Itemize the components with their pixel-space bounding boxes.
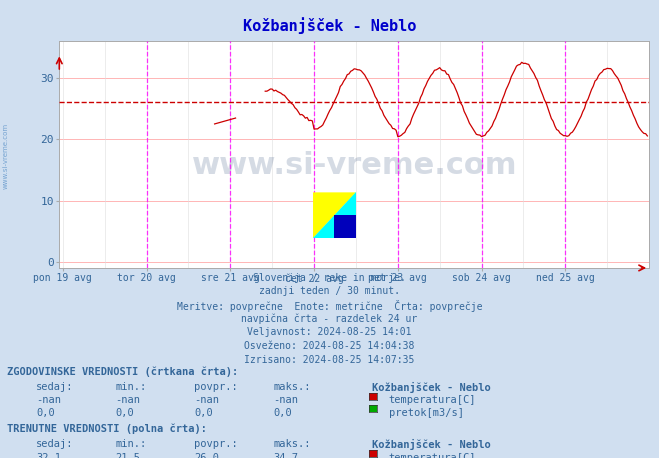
Polygon shape [313, 192, 356, 238]
Polygon shape [335, 215, 356, 238]
Text: Kožbanjšček - Neblo: Kožbanjšček - Neblo [372, 439, 491, 450]
Text: -nan: -nan [194, 395, 219, 405]
Text: 0,0: 0,0 [36, 408, 55, 418]
Text: Veljavnost: 2024-08-25 14:01: Veljavnost: 2024-08-25 14:01 [247, 327, 412, 338]
Text: min.:: min.: [115, 439, 146, 449]
Text: povpr.:: povpr.: [194, 439, 238, 449]
Text: TRENUTNE VREDNOSTI (polna črta):: TRENUTNE VREDNOSTI (polna črta): [7, 424, 206, 434]
Text: sedaj:: sedaj: [36, 382, 74, 392]
Text: navpična črta - razdelek 24 ur: navpična črta - razdelek 24 ur [241, 314, 418, 324]
Text: Izrisano: 2024-08-25 14:07:35: Izrisano: 2024-08-25 14:07:35 [244, 355, 415, 365]
Text: www.si-vreme.com: www.si-vreme.com [192, 152, 517, 180]
Polygon shape [313, 192, 356, 238]
Text: 0,0: 0,0 [115, 408, 134, 418]
Text: temperatura[C]: temperatura[C] [389, 395, 476, 405]
Text: 0,0: 0,0 [273, 408, 292, 418]
Text: sedaj:: sedaj: [36, 439, 74, 449]
Text: zadnji teden / 30 minut.: zadnji teden / 30 minut. [259, 286, 400, 296]
Text: 32,1: 32,1 [36, 453, 61, 458]
Text: ZGODOVINSKE VREDNOSTI (črtkana črta):: ZGODOVINSKE VREDNOSTI (črtkana črta): [7, 366, 238, 377]
Text: 34,7: 34,7 [273, 453, 299, 458]
Text: 26,0: 26,0 [194, 453, 219, 458]
Text: povpr.:: povpr.: [194, 382, 238, 392]
Text: temperatura[C]: temperatura[C] [389, 453, 476, 458]
Text: 0,0: 0,0 [194, 408, 213, 418]
Text: www.si-vreme.com: www.si-vreme.com [2, 123, 9, 189]
Text: -nan: -nan [36, 395, 61, 405]
Text: -nan: -nan [273, 395, 299, 405]
Text: Kožbanjšček - Neblo: Kožbanjšček - Neblo [243, 17, 416, 34]
Text: -nan: -nan [115, 395, 140, 405]
Text: 21,5: 21,5 [115, 453, 140, 458]
Text: Meritve: povprečne  Enote: metrične  Črta: povprečje: Meritve: povprečne Enote: metrične Črta:… [177, 300, 482, 312]
Text: Kožbanjšček - Neblo: Kožbanjšček - Neblo [372, 382, 491, 393]
Text: maks.:: maks.: [273, 439, 311, 449]
Text: Osveženo: 2024-08-25 14:04:38: Osveženo: 2024-08-25 14:04:38 [244, 341, 415, 351]
Text: Slovenija / reke in morje.: Slovenija / reke in morje. [253, 273, 406, 283]
Text: min.:: min.: [115, 382, 146, 392]
Text: pretok[m3/s]: pretok[m3/s] [389, 408, 464, 418]
Text: maks.:: maks.: [273, 382, 311, 392]
